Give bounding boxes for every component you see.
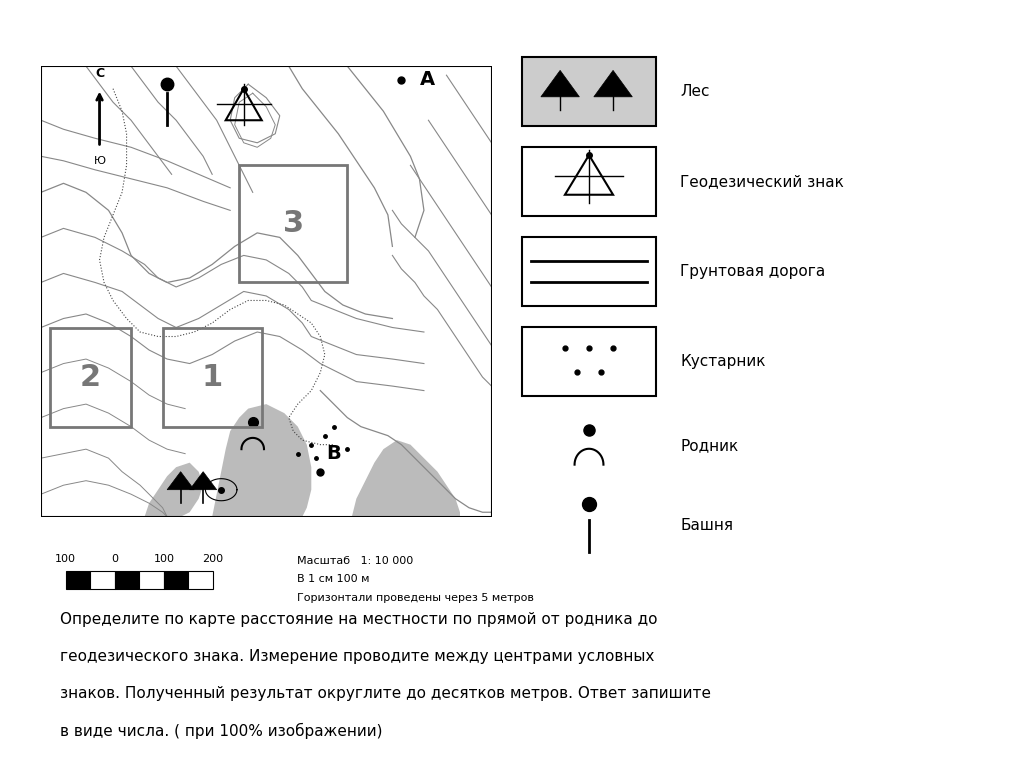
Text: А: А [420, 71, 434, 89]
Text: 1: 1 [202, 363, 223, 392]
Bar [188, 571, 213, 589]
Text: Кустарник: Кустарник [680, 354, 766, 369]
Bar [164, 571, 188, 589]
Polygon shape [352, 440, 460, 517]
Text: Лес: Лес [680, 84, 710, 99]
Text: Геодезический знак: Геодезический знак [680, 174, 845, 189]
Polygon shape [189, 472, 217, 489]
Text: геодезического знака. Измерение проводите между центрами условных: геодезического знака. Измерение проводит… [59, 649, 654, 664]
Text: Определите по карте расстояние на местности по прямой от родника до: Определите по карте расстояние на местно… [59, 612, 657, 627]
Bar [66, 571, 90, 589]
Text: Башня: Башня [680, 518, 733, 533]
Polygon shape [594, 71, 633, 97]
Text: 0: 0 [112, 554, 118, 564]
Bar [521, 327, 656, 396]
Text: Масштаб   1: 10 000: Масштаб 1: 10 000 [297, 556, 414, 566]
Bar [521, 237, 656, 306]
Text: Родник: Родник [680, 439, 738, 453]
Text: В: В [327, 444, 341, 463]
Text: Ю: Ю [93, 156, 105, 166]
Bar [521, 58, 656, 126]
Text: 200: 200 [203, 554, 223, 564]
Text: 3: 3 [283, 209, 304, 239]
Bar [50, 328, 131, 426]
Text: в виде числа. ( при 100% изображении): в виде числа. ( при 100% изображении) [59, 723, 382, 739]
Text: Горизонтали проведены через 5 метров: Горизонтали проведены через 5 метров [297, 593, 534, 603]
Bar [139, 571, 164, 589]
Text: 100: 100 [55, 554, 76, 564]
Text: С: С [95, 67, 104, 80]
Bar [90, 571, 115, 589]
Polygon shape [144, 463, 203, 517]
Bar [240, 166, 347, 282]
Polygon shape [541, 71, 580, 97]
Text: В 1 см 100 м: В 1 см 100 м [297, 574, 370, 584]
Bar [163, 328, 262, 426]
Polygon shape [212, 404, 311, 517]
Text: Грунтовая дорога: Грунтовая дорога [680, 264, 825, 279]
Polygon shape [167, 472, 195, 489]
Bar [115, 571, 139, 589]
Bar [521, 147, 656, 216]
Text: 2: 2 [80, 363, 101, 392]
Text: 100: 100 [154, 554, 174, 564]
Text: знаков. Полученный результат округлите до десятков метров. Ответ запишите: знаков. Полученный результат округлите д… [59, 686, 711, 701]
